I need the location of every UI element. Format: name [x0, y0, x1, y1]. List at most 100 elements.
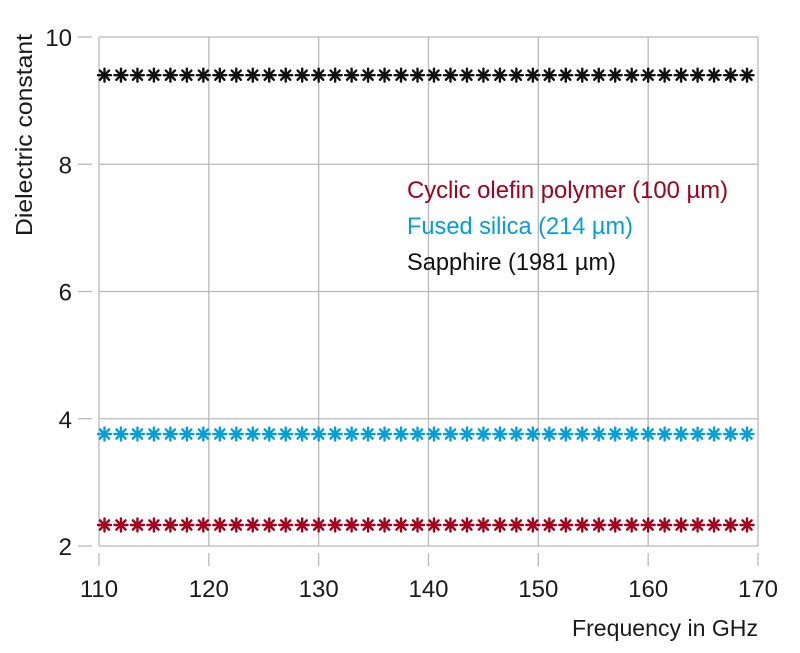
data-point: [541, 67, 558, 83]
data-point: [294, 67, 310, 83]
data-point: [228, 67, 244, 83]
data-point: [278, 517, 294, 533]
data-point: [129, 517, 146, 533]
data-point: [113, 517, 129, 533]
y-tick-label: 10: [45, 25, 72, 52]
data-point: [343, 67, 360, 83]
data-point: [294, 517, 310, 533]
data-point: [409, 67, 426, 83]
data-point: [475, 67, 492, 83]
ticks: 110 120 130 140 150 160 170 2 4 6 8 10: [45, 25, 778, 603]
data-point: [689, 67, 706, 83]
data-point: [492, 67, 508, 83]
data-point: [442, 67, 459, 83]
x-axis-label: Frequency in GHz: [572, 615, 758, 641]
data-point: [722, 426, 739, 442]
data-point: [327, 67, 343, 83]
data-point: [360, 517, 376, 533]
x-tick-label: 120: [189, 576, 229, 603]
data-point: [327, 426, 343, 442]
data-point: [343, 426, 360, 442]
data-point: [409, 426, 426, 442]
data-point: [492, 426, 508, 442]
data-point: [245, 517, 261, 533]
data-point: [607, 67, 623, 83]
data-point: [327, 517, 343, 533]
data-point: [376, 67, 393, 83]
data-point: [558, 67, 574, 83]
data-point: [607, 517, 623, 533]
data-point: [656, 67, 673, 83]
data-point: [294, 426, 310, 442]
data-point: [393, 67, 409, 83]
y-tick-label: 4: [59, 407, 72, 434]
data-point: [212, 67, 228, 83]
data-point: [739, 67, 755, 83]
data-point: [673, 67, 689, 83]
series-0: [96, 517, 755, 533]
data-point: [179, 517, 195, 533]
data-point: [393, 517, 409, 533]
data-point: [722, 67, 739, 83]
data-point: [376, 426, 393, 442]
data-point: [228, 426, 244, 442]
data-point: [623, 517, 640, 533]
data-point: [360, 426, 376, 442]
data-point: [146, 426, 162, 442]
data-point: [623, 426, 640, 442]
x-tick-label: 150: [518, 576, 558, 603]
series-2: [96, 67, 755, 83]
data-point: [607, 426, 623, 442]
data-point: [706, 426, 722, 442]
data-point: [574, 426, 590, 442]
data-point: [261, 67, 277, 83]
data-point: [591, 517, 607, 533]
data-point: [640, 517, 656, 533]
y-tick-label: 8: [59, 152, 72, 179]
x-tick-label: 140: [408, 576, 448, 603]
legend-entry-fused-silica: Fused silica (214 µm): [407, 213, 633, 240]
data-point: [739, 426, 755, 442]
data-point: [508, 517, 525, 533]
data-point: [706, 517, 722, 533]
legend: Cyclic olefin polymer (100 µm) Fused sil…: [407, 177, 728, 276]
data-point: [228, 517, 244, 533]
data-point: [591, 67, 607, 83]
data-point: [426, 426, 442, 442]
data-point: [656, 517, 673, 533]
data-point: [376, 517, 393, 533]
data-point: [310, 426, 327, 442]
data-point: [195, 426, 212, 442]
data-point: [96, 67, 113, 83]
data-point: [475, 426, 492, 442]
data-point: [129, 67, 146, 83]
series-1: [96, 426, 755, 442]
data-point: [195, 517, 212, 533]
data-point: [212, 517, 228, 533]
data-point: [162, 517, 179, 533]
data-point: [442, 517, 459, 533]
data-point: [673, 517, 689, 533]
data-point: [310, 67, 327, 83]
data-point: [310, 517, 327, 533]
data-point: [212, 426, 228, 442]
data-point: [508, 426, 525, 442]
data-point: [426, 517, 442, 533]
data-point: [261, 517, 277, 533]
data-point: [525, 517, 541, 533]
data-point: [706, 67, 722, 83]
data-point: [278, 67, 294, 83]
data-point: [245, 67, 261, 83]
data-marks: [96, 67, 755, 533]
data-point: [129, 426, 146, 442]
data-point: [459, 517, 475, 533]
data-point: [179, 426, 195, 442]
data-point: [343, 517, 360, 533]
x-tick-label: 160: [628, 576, 668, 603]
data-point: [558, 517, 574, 533]
data-point: [426, 67, 442, 83]
data-point: [689, 517, 706, 533]
data-point: [492, 517, 508, 533]
y-axis-label: Dielectric constant: [11, 33, 37, 236]
data-point: [195, 67, 212, 83]
